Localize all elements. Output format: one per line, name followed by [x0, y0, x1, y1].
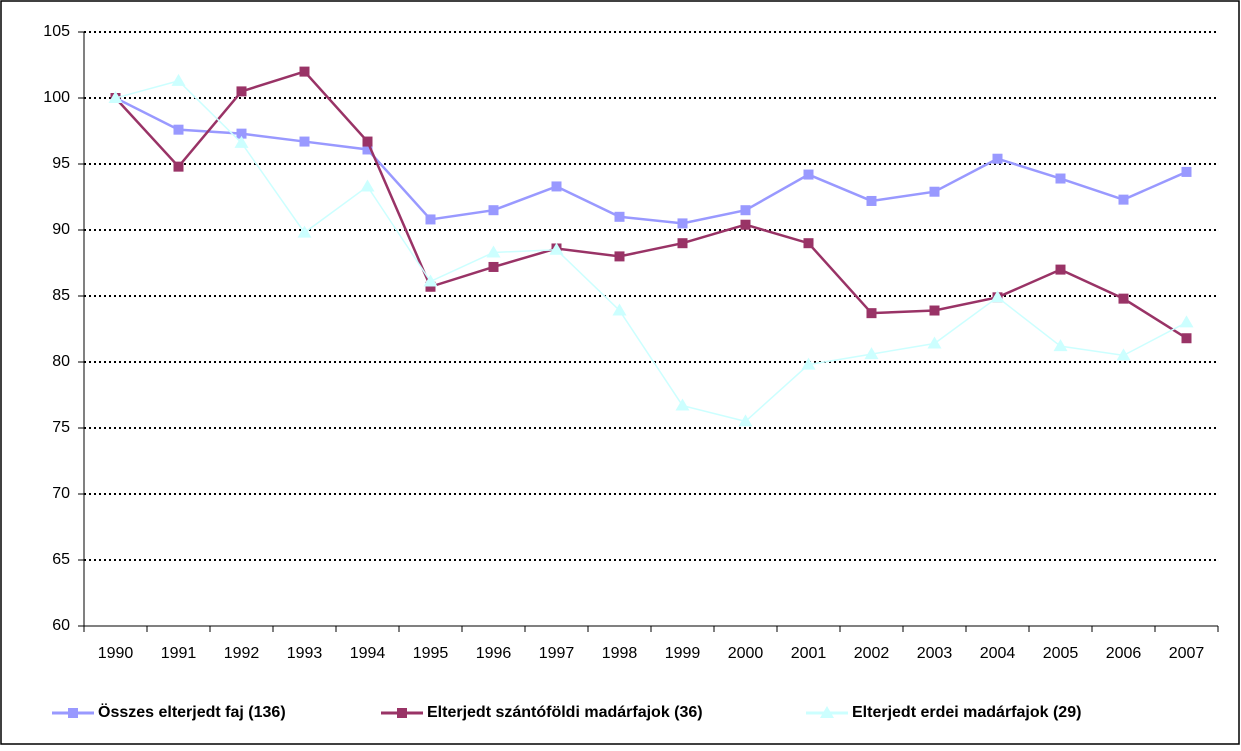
point — [1118, 293, 1129, 304]
point — [1053, 339, 1068, 352]
x-tick-label: 1992 — [224, 645, 260, 662]
point — [299, 66, 310, 77]
point — [614, 211, 625, 222]
point — [397, 708, 407, 718]
x-tick-label: 1998 — [602, 645, 638, 662]
point — [362, 136, 373, 147]
point — [612, 303, 627, 316]
series-line — [114, 96, 1188, 225]
x-tick-label: 1991 — [161, 645, 197, 662]
y-tick-label: 75 — [52, 419, 70, 436]
point — [1181, 166, 1192, 177]
point — [675, 398, 690, 411]
point — [927, 336, 942, 349]
point — [820, 706, 834, 718]
point — [236, 86, 247, 97]
point — [990, 290, 1005, 303]
y-tick-label: 60 — [52, 617, 70, 634]
x-tick-label: 2001 — [791, 645, 827, 662]
point — [929, 305, 940, 316]
point — [1055, 173, 1066, 184]
x-tick-label: 1995 — [413, 645, 449, 662]
point — [1118, 194, 1129, 205]
x-tick-label: 1996 — [476, 645, 512, 662]
point — [68, 708, 78, 718]
point — [677, 218, 688, 229]
y-tick-label: 90 — [52, 221, 70, 238]
point — [488, 261, 499, 272]
point — [299, 136, 310, 147]
point — [1181, 333, 1192, 344]
point — [171, 73, 186, 86]
series-line — [115, 80, 1187, 423]
point — [1055, 264, 1066, 275]
x-tick-label: 2003 — [917, 645, 953, 662]
point — [173, 124, 184, 135]
y-tick-label: 85 — [52, 287, 70, 304]
point — [551, 181, 562, 192]
series-line — [114, 70, 1188, 340]
point — [929, 186, 940, 197]
point — [803, 169, 814, 180]
x-tick-label: 1997 — [539, 645, 575, 662]
point — [549, 242, 564, 255]
point — [866, 195, 877, 206]
point — [801, 357, 816, 370]
x-tick-label: 1999 — [665, 645, 701, 662]
y-tick-label: 80 — [52, 353, 70, 370]
point — [425, 214, 436, 225]
legend-label: Összes elterjedt faj (136) — [98, 702, 286, 721]
point — [864, 347, 879, 360]
x-tick-label: 2005 — [1043, 645, 1079, 662]
point — [677, 238, 688, 249]
x-tick-label: 1993 — [287, 645, 323, 662]
point — [614, 251, 625, 262]
point — [236, 128, 247, 139]
x-tick-label: 2004 — [980, 645, 1016, 662]
point — [297, 225, 312, 238]
y-tick-label: 65 — [52, 551, 70, 568]
point — [992, 153, 1003, 164]
point — [1179, 315, 1194, 328]
x-tick-label: 2006 — [1106, 645, 1142, 662]
point — [173, 161, 184, 172]
point — [866, 308, 877, 319]
y-tick-label: 70 — [52, 485, 70, 502]
y-tick-label: 100 — [43, 89, 70, 106]
point — [108, 91, 123, 103]
point — [740, 219, 751, 230]
x-tick-label: 2007 — [1169, 645, 1205, 662]
x-tick-label: 1994 — [350, 645, 386, 662]
point — [234, 135, 249, 148]
point — [425, 281, 436, 292]
legend-label: Elterjedt szántóföldi madárfajok (36) — [427, 704, 703, 721]
x-tick-label: 2000 — [728, 645, 764, 662]
y-tick-label: 105 — [43, 23, 70, 40]
point — [738, 414, 753, 427]
y-tick-label: 95 — [52, 155, 70, 172]
point — [488, 205, 499, 216]
point — [423, 274, 438, 287]
point — [803, 238, 814, 249]
point — [740, 205, 751, 216]
x-tick-label: 2002 — [854, 645, 890, 662]
point — [486, 245, 501, 258]
point — [360, 179, 375, 192]
point — [362, 144, 373, 155]
legend-label: Elterjedt erdei madárfajok (29) — [852, 704, 1081, 721]
x-tick-label: 1990 — [98, 645, 134, 662]
point — [1116, 348, 1131, 361]
